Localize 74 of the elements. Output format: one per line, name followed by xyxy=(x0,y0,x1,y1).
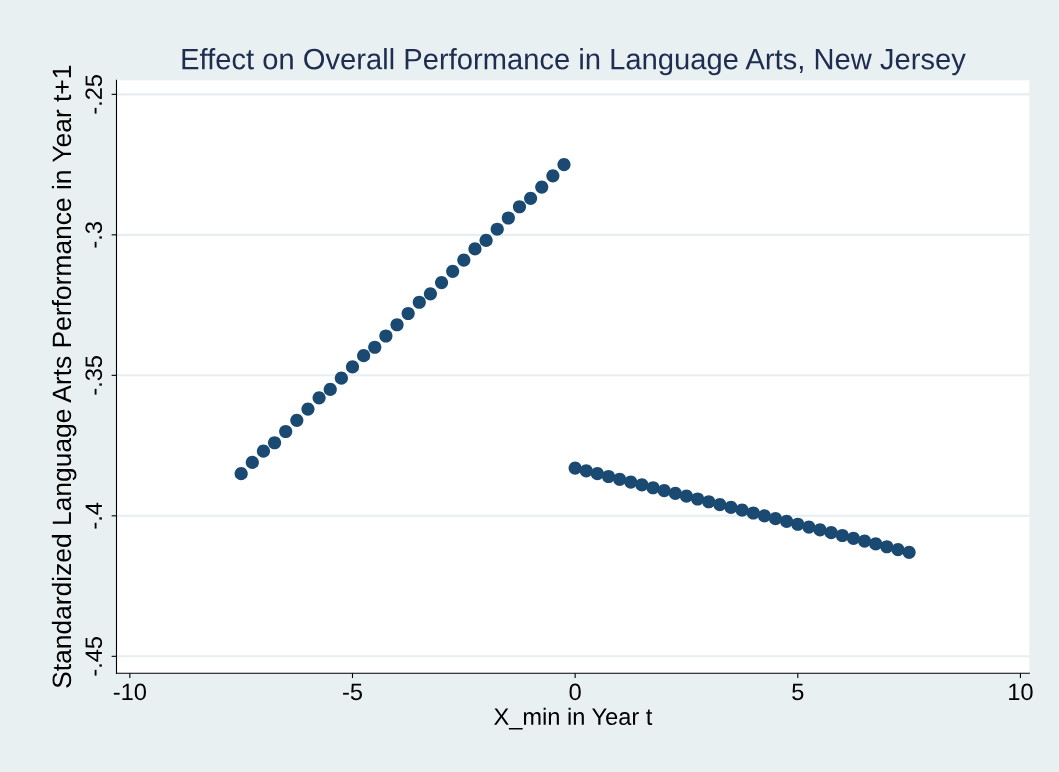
point xyxy=(579,464,593,478)
point xyxy=(512,200,527,214)
y-axis-title: Standardized Language Arts Performance in Year t+1 xyxy=(51,65,77,688)
point xyxy=(501,211,515,225)
chart-title: Effect on Overall Performance in Language Arts, New Jersey xyxy=(182,48,966,76)
point xyxy=(657,483,671,498)
x-tick-label: 0 xyxy=(569,683,581,701)
point xyxy=(401,306,415,321)
point xyxy=(234,467,248,481)
point xyxy=(835,528,849,543)
point xyxy=(390,318,404,332)
point xyxy=(735,503,749,517)
point xyxy=(757,509,771,523)
point xyxy=(379,329,393,343)
point xyxy=(635,478,649,492)
point xyxy=(802,520,816,534)
x-axis-title: X_min in Year t xyxy=(494,707,653,730)
point xyxy=(423,287,438,301)
point xyxy=(891,542,905,557)
point xyxy=(490,222,504,236)
point xyxy=(334,371,348,385)
point xyxy=(245,455,259,470)
point xyxy=(301,402,315,416)
point xyxy=(613,472,627,486)
x-tick-label: 5 xyxy=(792,683,804,701)
point xyxy=(624,475,638,489)
point xyxy=(768,512,783,526)
point xyxy=(357,349,371,363)
point xyxy=(290,413,304,427)
point xyxy=(446,264,460,278)
point xyxy=(679,489,694,503)
point xyxy=(479,233,493,248)
point xyxy=(791,517,805,531)
point xyxy=(813,523,827,537)
point xyxy=(746,506,760,520)
point xyxy=(713,498,727,512)
y-tick-label: -.4 xyxy=(85,502,102,529)
point xyxy=(312,391,326,405)
point xyxy=(412,295,426,309)
point xyxy=(668,486,682,500)
point xyxy=(457,253,471,267)
point xyxy=(535,180,549,194)
point xyxy=(601,469,616,484)
point xyxy=(568,461,582,475)
x-tick-label: 10 xyxy=(1009,683,1033,701)
point xyxy=(702,495,716,509)
point xyxy=(691,492,705,506)
point xyxy=(368,340,382,354)
x-tick-label: -5 xyxy=(343,683,363,701)
point xyxy=(557,158,571,172)
point xyxy=(902,545,916,559)
point xyxy=(880,540,894,554)
point xyxy=(869,537,883,551)
point xyxy=(434,276,449,290)
point xyxy=(724,500,738,514)
point xyxy=(858,534,872,548)
point xyxy=(279,424,293,439)
point xyxy=(256,444,271,458)
y-tick-label: -.25 xyxy=(85,74,103,114)
point xyxy=(323,382,337,396)
point xyxy=(345,360,360,374)
point xyxy=(267,436,282,450)
y-tick-label: -.45 xyxy=(85,636,103,676)
point xyxy=(468,242,482,256)
point xyxy=(546,169,560,183)
point xyxy=(780,514,794,529)
y-tick-label: -.3 xyxy=(85,222,103,248)
point xyxy=(846,531,861,545)
point xyxy=(590,467,604,481)
point xyxy=(824,526,838,540)
y-tick-label: -.35 xyxy=(85,355,103,395)
point xyxy=(646,481,660,495)
point xyxy=(524,191,538,205)
x-tick-label: -10 xyxy=(113,683,146,701)
